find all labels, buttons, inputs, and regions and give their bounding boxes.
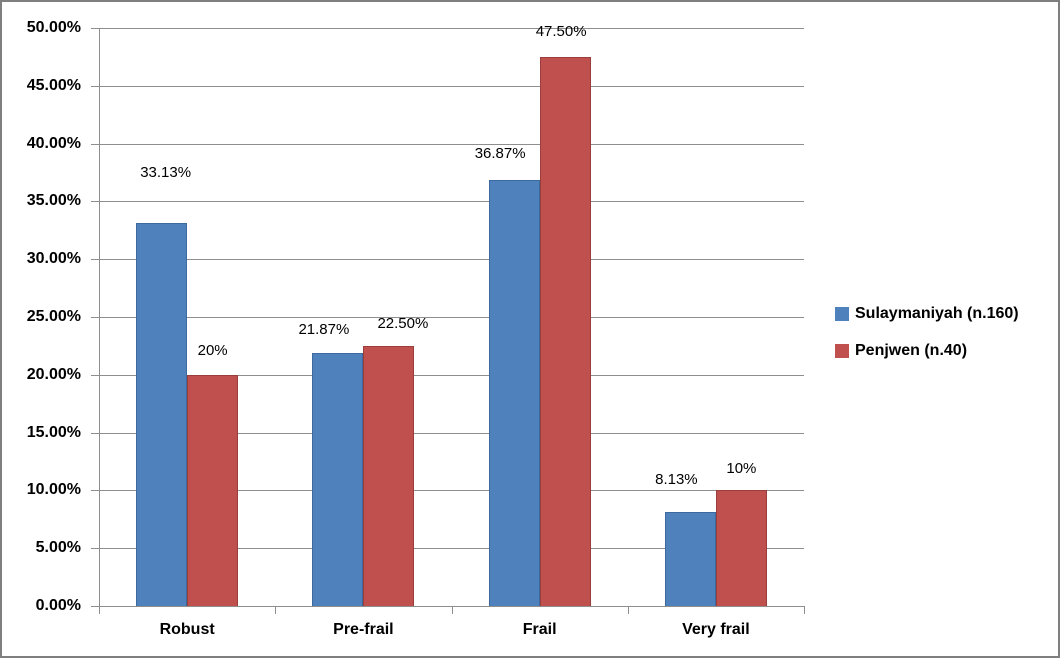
x-axis-tick: [627, 606, 629, 614]
legend-item-sulaymaniyah: Sulaymaniyah (n.160): [835, 303, 1019, 325]
gridline: [99, 28, 804, 29]
y-tick-label: 25.00%: [26, 308, 81, 325]
y-axis-line: [99, 28, 100, 606]
y-tick-label: 40.00%: [26, 134, 81, 152]
data-label-penjwen-pre-frail: 22.50%: [377, 314, 429, 332]
y-tick-label: 30.00%: [26, 250, 81, 268]
gridline: [99, 432, 804, 434]
bar-penjwen-pre-frail: [363, 345, 415, 606]
y-axis-tick: [91, 490, 99, 492]
y-tick-label: 45.00%: [26, 76, 81, 94]
bar-sulaymaniyah-very-frail: [664, 512, 716, 606]
y-axis-tick: [91, 432, 99, 434]
y-axis-tick: [91, 28, 99, 29]
y-axis-tick: [91, 85, 99, 87]
data-label-sulaymaniyah-very-frail: 8.13%: [655, 471, 698, 489]
y-axis-tick: [91, 606, 99, 607]
gridline: [99, 548, 804, 550]
x-axis-tick: [451, 606, 453, 614]
y-tick-label: 20.00%: [26, 365, 81, 383]
x-axis-tick: [804, 606, 805, 614]
bar-sulaymaniyah-pre-frail: [312, 353, 364, 606]
legend-swatch-penjwen: [835, 344, 849, 358]
legend-label-sulaymaniyah: Sulaymaniyah (n.160): [855, 305, 1019, 322]
x-axis-tick: [275, 606, 277, 614]
gridline: [99, 490, 804, 492]
gridline: [99, 201, 804, 203]
legend-swatch-sulaymaniyah: [835, 307, 849, 321]
y-axis-tick: [91, 548, 99, 550]
x-category-label-pre-frail: Pre-frail: [333, 621, 394, 638]
bar-penjwen-frail: [539, 56, 591, 606]
y-tick-label: 10.00%: [26, 481, 81, 499]
data-label-penjwen-frail: 47.50%: [535, 22, 587, 40]
x-category-label-very-frail: Very frail: [682, 621, 750, 638]
y-axis-tick: [91, 143, 99, 145]
gridline: [99, 259, 804, 261]
gridline: [99, 85, 804, 87]
y-tick-label: 35.00%: [26, 192, 81, 210]
data-label-sulaymaniyah-frail: 36.87%: [474, 144, 526, 162]
legend-item-penjwen: Penjwen (n.40): [835, 340, 1019, 362]
y-tick-label: 5.00%: [35, 539, 81, 557]
legend: Sulaymaniyah (n.160) Penjwen (n.40): [835, 303, 1019, 377]
bar-penjwen-very-frail: [715, 490, 767, 606]
gridline: [99, 143, 804, 145]
y-tick-label: 50.00%: [26, 19, 81, 36]
y-tick-label: 15.00%: [26, 423, 81, 441]
data-label-penjwen-very-frail: 10%: [726, 460, 757, 478]
x-category-label-frail: Frail: [522, 621, 557, 638]
y-tick-label: 0.00%: [35, 597, 81, 614]
legend-label-penjwen: Penjwen (n.40): [855, 342, 968, 359]
data-label-penjwen-robust: 20%: [197, 341, 228, 359]
y-axis-tick: [91, 259, 99, 261]
bar-sulaymaniyah-frail: [488, 179, 540, 606]
y-axis-tick: [91, 374, 99, 376]
data-label-sulaymaniyah-robust: 33.13%: [140, 164, 192, 182]
bar-penjwen-robust: [187, 374, 239, 606]
bar-sulaymaniyah-robust: [136, 223, 188, 606]
gridline: [99, 374, 804, 376]
x-category-label-robust: Robust: [159, 621, 215, 638]
y-axis-tick: [91, 317, 99, 318]
gridline: [99, 317, 804, 318]
y-axis-tick: [91, 201, 99, 203]
x-axis-tick: [99, 606, 100, 614]
data-label-sulaymaniyah-pre-frail: 21.87%: [298, 321, 350, 339]
